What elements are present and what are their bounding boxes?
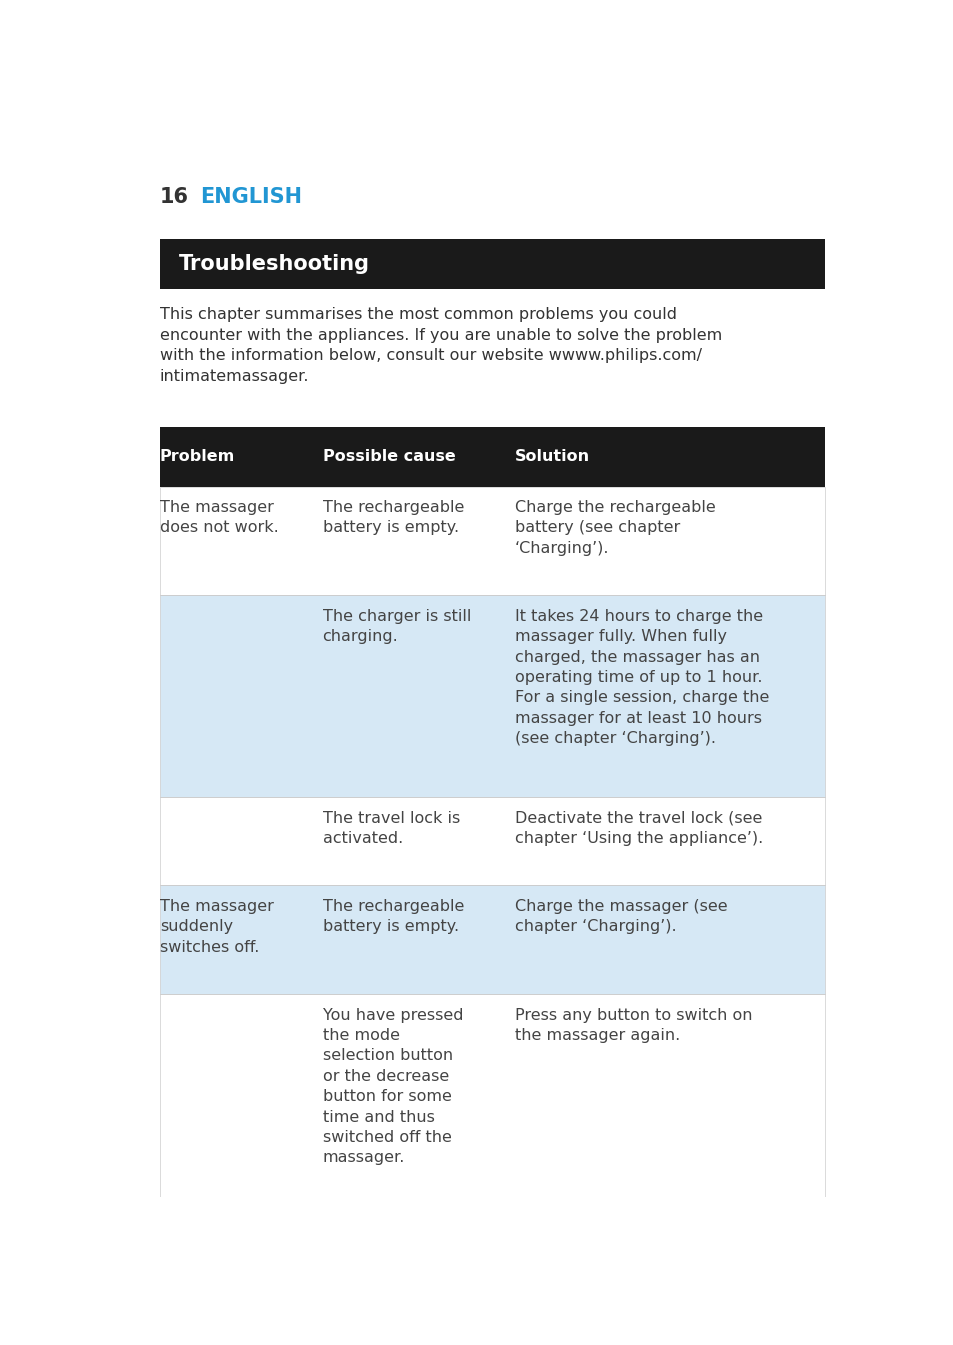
FancyBboxPatch shape — [160, 239, 824, 289]
FancyBboxPatch shape — [160, 798, 824, 885]
FancyBboxPatch shape — [160, 596, 824, 798]
FancyBboxPatch shape — [160, 487, 824, 596]
Text: You have pressed
the mode
selection button
or the decrease
button for some
time : You have pressed the mode selection butt… — [322, 1007, 462, 1165]
Text: ENGLISH: ENGLISH — [200, 187, 302, 207]
Text: Solution: Solution — [515, 449, 589, 464]
Text: Problem: Problem — [160, 449, 235, 464]
FancyBboxPatch shape — [160, 426, 824, 487]
Text: Charge the massager (see
chapter ‘Charging’).: Charge the massager (see chapter ‘Chargi… — [515, 898, 727, 935]
Text: The massager
does not work.: The massager does not work. — [160, 500, 278, 535]
Text: The massager
suddenly
switches off.: The massager suddenly switches off. — [160, 898, 274, 955]
Text: The travel lock is
activated.: The travel lock is activated. — [322, 811, 459, 846]
Text: Charge the rechargeable
battery (see chapter
‘Charging’).: Charge the rechargeable battery (see cha… — [515, 500, 715, 555]
FancyBboxPatch shape — [160, 994, 824, 1221]
Text: This chapter summarises the most common problems you could
encounter with the ap: This chapter summarises the most common … — [160, 308, 721, 383]
Text: It takes 24 hours to charge the
massager fully. When fully
charged, the massager: It takes 24 hours to charge the massager… — [515, 609, 768, 746]
Text: The rechargeable
battery is empty.: The rechargeable battery is empty. — [322, 898, 463, 935]
Text: Deactivate the travel lock (see
chapter ‘Using the appliance’).: Deactivate the travel lock (see chapter … — [515, 811, 762, 846]
Text: The rechargeable
battery is empty.: The rechargeable battery is empty. — [322, 500, 463, 535]
Text: 16: 16 — [160, 187, 189, 207]
FancyBboxPatch shape — [160, 885, 824, 994]
Text: Press any button to switch on
the massager again.: Press any button to switch on the massag… — [515, 1007, 752, 1042]
Text: The charger is still
charging.: The charger is still charging. — [322, 609, 471, 644]
Text: Troubleshooting: Troubleshooting — [178, 254, 369, 274]
Text: Possible cause: Possible cause — [322, 449, 455, 464]
